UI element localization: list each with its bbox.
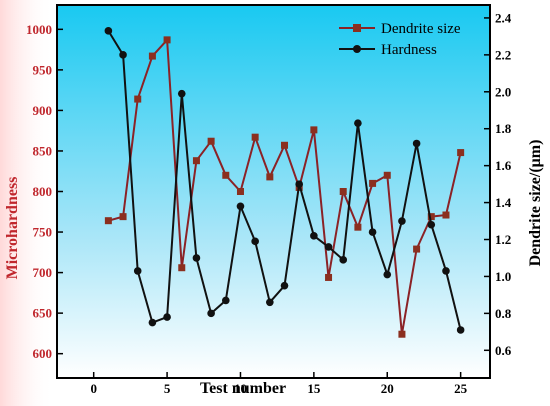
data-point-hardness (383, 270, 392, 279)
right-y-tick-label: 1.2 (495, 232, 511, 247)
data-point-dendrite-size (457, 149, 465, 157)
data-point-dendrite-size (207, 137, 215, 145)
data-point-dendrite-size (369, 179, 377, 187)
right-y-axis-ticks: 0.6 0.8 1.0 1.2 1.4 1.6 1.8 2.0 2.2 2.4 (484, 10, 512, 358)
data-point-hardness (324, 243, 333, 251)
data-point-hardness (339, 256, 348, 264)
data-point-dendrite-size (383, 171, 391, 179)
data-point-dendrite-size (134, 95, 142, 103)
data-point-hardness (133, 267, 142, 275)
data-point-hardness (280, 281, 289, 290)
data-point-dendrite-size (325, 273, 333, 281)
data-point-hardness (236, 202, 245, 211)
data-point-hardness (207, 309, 215, 318)
right-y-tick-label: 2.2 (495, 47, 511, 62)
data-point-dendrite-size (398, 330, 406, 338)
data-point-dendrite-size (354, 223, 362, 231)
data-point-hardness (354, 119, 362, 127)
x-tick-label: 20 (381, 381, 394, 396)
x-tick-label: 10 (234, 381, 247, 396)
x-tick-label: 15 (307, 381, 321, 396)
data-point-dendrite-size (251, 133, 259, 141)
data-point-hardness (295, 180, 303, 188)
data-point-dendrite-size (192, 157, 200, 165)
series-layer (104, 27, 465, 338)
data-point-dendrite-size (442, 211, 450, 219)
left-y-tick-label: 650 (33, 306, 53, 321)
data-point-dendrite-size (281, 141, 289, 149)
data-point-hardness (427, 220, 436, 229)
data-point-dendrite-size (310, 126, 318, 134)
legend-label-hardness: Hardness (381, 42, 437, 58)
data-point-dendrite-size (236, 188, 244, 195)
data-point-dendrite-size (222, 171, 230, 179)
data-point-dendrite-size (339, 188, 347, 195)
left-axis-band (0, 0, 54, 406)
left-y-tick-label: 950 (33, 62, 53, 77)
data-point-dendrite-size (104, 217, 112, 225)
right-y-tick-label: 0.6 (495, 343, 512, 358)
plot-background (57, 5, 490, 378)
right-y-axis-title: Dendrite size/(μm) (527, 140, 544, 267)
right-y-tick-label: 2.4 (495, 10, 512, 25)
data-point-dendrite-size (413, 245, 421, 253)
data-point-dendrite-size (119, 213, 127, 221)
right-y-tick-label: 1.0 (495, 269, 511, 284)
x-axis-title: Test number (200, 380, 286, 397)
left-y-tick-label: 600 (33, 346, 53, 361)
x-tick-label: 0 (90, 381, 97, 396)
legend-swatch-dendrite-marker (353, 24, 361, 32)
right-y-tick-label: 0.8 (495, 306, 512, 321)
left-y-tick-label: 750 (33, 225, 53, 240)
right-y-tick-label: 2.0 (495, 84, 511, 99)
left-y-tick-label: 800 (33, 184, 53, 199)
x-axis-ticks: 0 5 10 15 20 25 (90, 372, 468, 396)
data-point-hardness (192, 254, 201, 262)
legend-swatch-hardness-marker (353, 45, 361, 53)
data-point-hardness (148, 318, 157, 327)
right-y-tick-label: 1.8 (495, 121, 512, 136)
left-y-tick-label: 900 (33, 103, 53, 118)
data-point-hardness (251, 237, 259, 246)
data-point-hardness (119, 51, 127, 59)
right-y-tick-label: 1.4 (495, 195, 512, 210)
data-point-dendrite-size (266, 173, 274, 181)
data-point-dendrite-size (178, 264, 186, 272)
legend-label-dendrite-size: Dendrite size (381, 21, 461, 37)
x-tick-label: 25 (454, 381, 468, 396)
left-y-axis-ticks: 600 650 700 750 800 850 900 950 1000 (26, 22, 63, 361)
data-point-hardness (368, 228, 377, 236)
left-y-tick-label: 700 (33, 265, 53, 280)
data-point-hardness (412, 139, 421, 148)
data-point-hardness (163, 313, 171, 321)
legend: Dendrite size Hardness (339, 21, 461, 58)
left-y-axis-title: Microhardness (4, 177, 21, 280)
data-point-hardness (398, 217, 406, 225)
data-point-dendrite-size (427, 213, 435, 221)
plot-frame (56, 4, 491, 379)
right-y-tick-label: 1.6 (495, 158, 512, 173)
data-point-dendrite-size (148, 52, 156, 60)
data-point-hardness (221, 296, 230, 305)
data-point-hardness (266, 298, 274, 307)
left-y-tick-label: 1000 (26, 22, 52, 37)
data-point-hardness (104, 27, 113, 35)
x-tick-label: 5 (164, 381, 171, 396)
data-point-dendrite-size (163, 36, 171, 44)
data-point-hardness (310, 232, 318, 240)
left-y-tick-label: 850 (33, 143, 53, 158)
data-point-hardness (177, 89, 186, 98)
data-point-hardness (456, 326, 465, 334)
data-point-hardness (442, 267, 450, 275)
